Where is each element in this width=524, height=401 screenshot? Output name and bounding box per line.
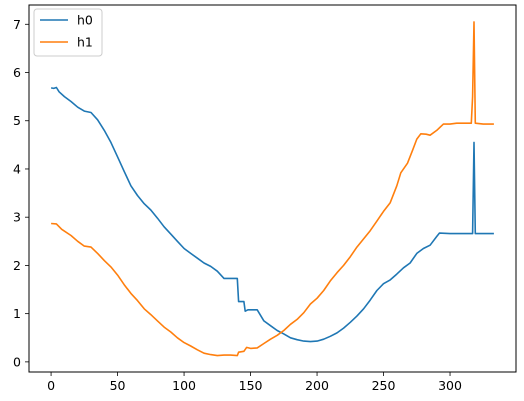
x-tick-label: 200: [305, 378, 329, 393]
y-tick-label: 7: [13, 17, 21, 32]
y-tick-label: 1: [13, 306, 21, 321]
axes-frame: [28, 4, 517, 373]
plot-lines: [50, 21, 494, 357]
legend: h0 h1: [33, 8, 103, 57]
y-tick-label: 5: [13, 113, 21, 128]
series-line-h0: [50, 86, 494, 343]
y-axis-ticks: 0 1 2 3 4 5 6 7: [13, 17, 29, 369]
series-line-h1: [51, 21, 494, 357]
x-tick-label: 150: [239, 378, 263, 393]
y-tick-label: 3: [13, 210, 21, 225]
x-tick-label: 300: [438, 378, 462, 393]
x-tick-label: 250: [372, 378, 396, 393]
x-tick-label: 0: [47, 378, 55, 393]
legend-label-h0: h0: [77, 13, 93, 28]
legend-label-h1: h1: [77, 35, 93, 50]
x-tick-label: 100: [172, 378, 196, 393]
x-axis-ticks: 0 50 100 150 200 250 300: [47, 372, 462, 393]
y-tick-label: 0: [13, 354, 21, 369]
y-tick-label: 4: [13, 161, 21, 176]
x-tick-label: 50: [110, 378, 126, 393]
y-tick-label: 6: [13, 65, 21, 80]
y-tick-label: 2: [13, 258, 21, 273]
